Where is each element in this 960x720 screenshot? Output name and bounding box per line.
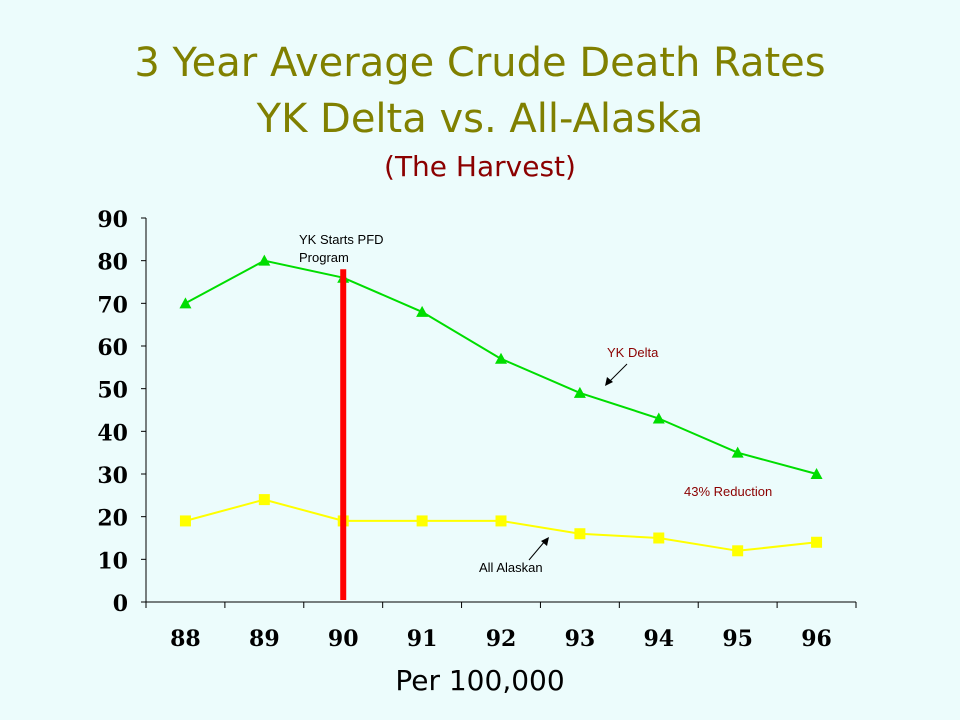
x-tick-label: 90 [328, 626, 359, 652]
x-tick-label: 94 [643, 626, 674, 652]
data-point-yk-delta [573, 386, 586, 398]
data-point-all-alaskan [574, 528, 586, 540]
chart-title-line1: 3 Year Average Crude Death Rates [134, 40, 826, 86]
data-point-yk-delta [179, 297, 192, 309]
reduction-annotation: 43% Reduction [684, 484, 772, 499]
data-point-all-alaskan [732, 545, 744, 557]
data-point-yk-delta [731, 446, 744, 458]
pfd-annotation-line2: Program [299, 250, 349, 265]
data-point-yk-delta [810, 468, 823, 479]
data-point-all-alaskan [653, 532, 665, 544]
yk-delta-arrow [608, 363, 628, 383]
x-tick-label: 88 [170, 626, 201, 652]
x-tick-label: 91 [407, 626, 438, 652]
data-point-yk-delta [652, 412, 665, 424]
y-tick-label: 0 [113, 591, 128, 617]
data-point-yk-delta [416, 305, 429, 317]
y-tick-label: 40 [97, 420, 128, 446]
pfd-annotation-line1: YK Starts PFD [299, 232, 384, 247]
y-tick-label: 70 [97, 292, 128, 318]
all-alaskan-arrow [528, 540, 546, 561]
data-point-all-alaskan [495, 515, 507, 527]
y-tick-label: 80 [97, 250, 128, 276]
data-point-yk-delta [495, 352, 507, 364]
data-point-all-alaskan [179, 515, 191, 527]
y-tick-label: 60 [97, 335, 128, 361]
chart-footer-units: Per 100,000 [395, 664, 565, 697]
all-alaskan-arrow-head [541, 537, 549, 546]
series-label-all-alaskan: All Alaskan [479, 560, 543, 575]
data-point-all-alaskan [258, 494, 270, 506]
data-point-all-alaskan [416, 515, 428, 527]
series-label-yk-delta: YK Delta [607, 345, 659, 360]
x-tick-label: 92 [486, 626, 517, 652]
y-tick-label: 50 [97, 378, 128, 404]
data-point-all-alaskan [811, 536, 823, 548]
data-point-yk-delta [258, 254, 271, 266]
y-tick-label: 20 [97, 506, 128, 532]
y-tick-label: 30 [97, 463, 128, 489]
x-tick-label: 96 [801, 626, 832, 652]
chart-subtitle: (The Harvest) [384, 150, 576, 183]
y-tick-label: 10 [97, 548, 128, 574]
x-tick-label: 95 [722, 626, 753, 652]
series-line-yk-delta [184, 259, 817, 475]
y-tick-label: 90 [97, 207, 128, 233]
yk-delta-arrow-head [605, 377, 613, 386]
chart-title-line2: YK Delta vs. All-Alaska [256, 96, 704, 142]
x-tick-label: 93 [565, 626, 596, 652]
x-tick-label: 89 [249, 626, 280, 652]
